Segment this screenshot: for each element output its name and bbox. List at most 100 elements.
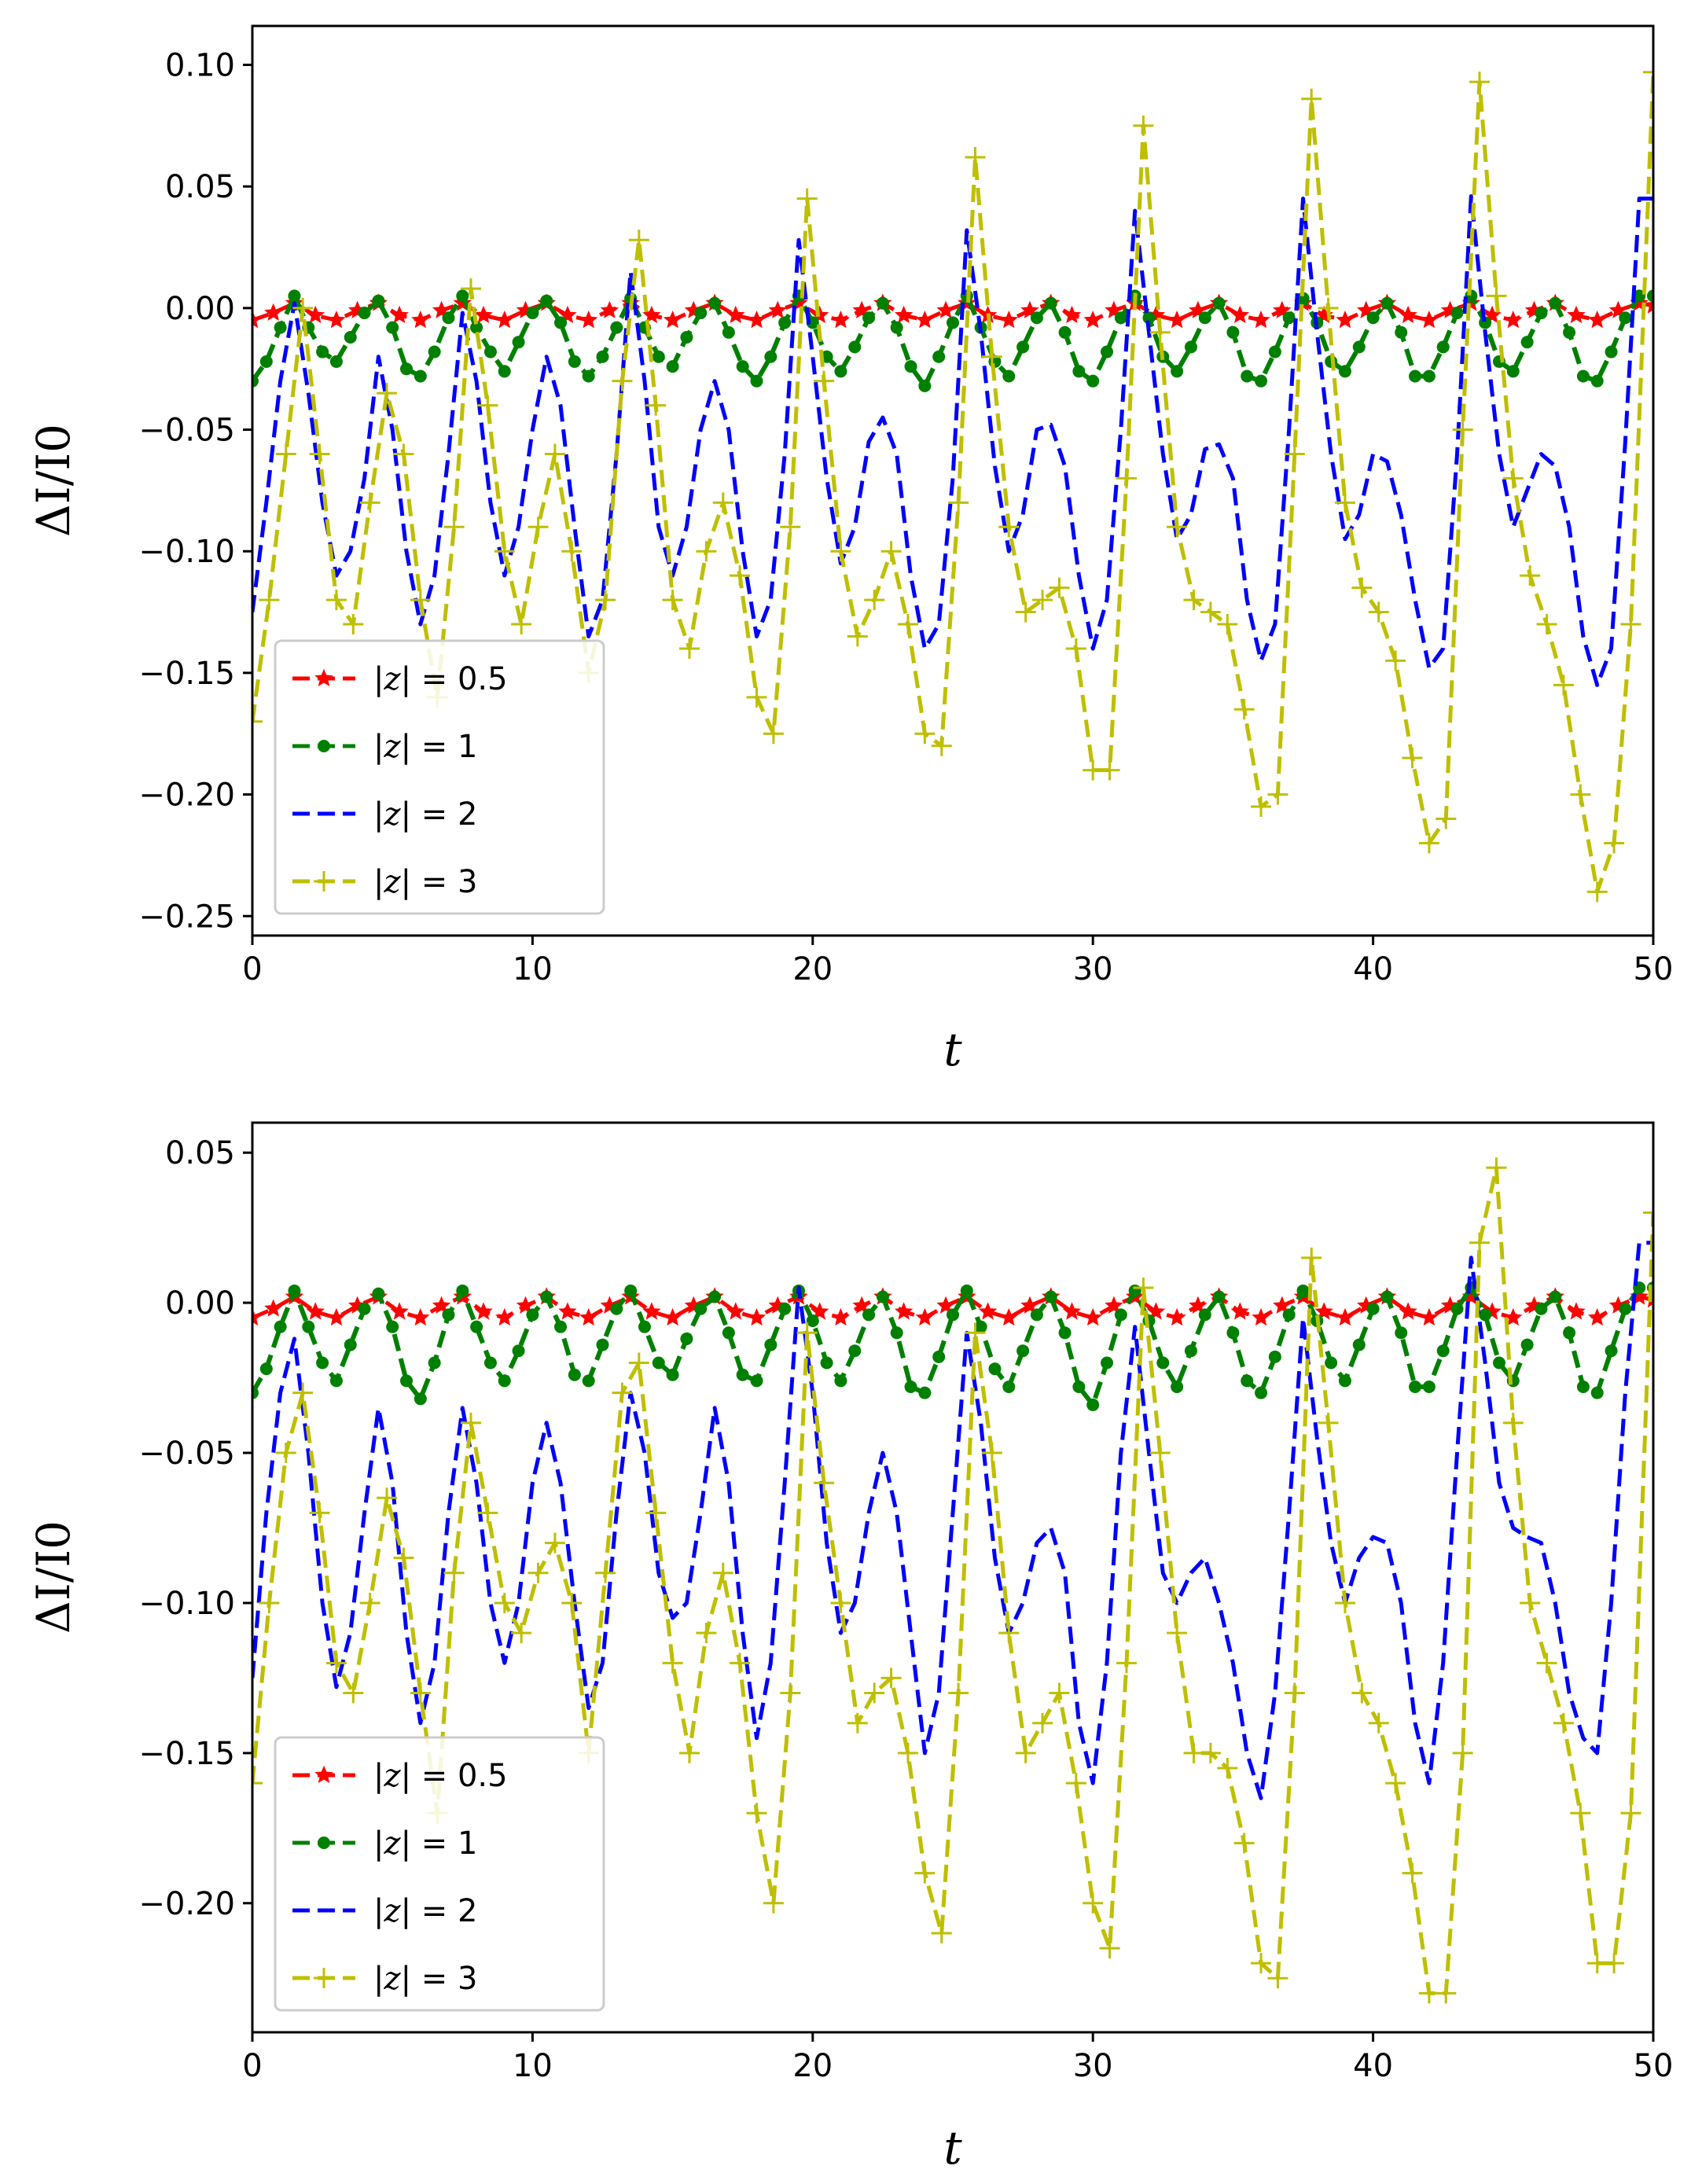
bottom-data-point [1251,1953,1272,1974]
bottom-data-point [1133,1278,1154,1299]
top-y-tick-label: 0.05 [165,169,235,205]
bottom-plot-frame [251,1121,1655,2034]
top-data-point [904,360,917,373]
bottom-data-point [806,1314,819,1328]
top-data-point [1506,365,1520,378]
bottom-data-point [432,1296,451,1314]
bottom-data-point [1200,1742,1221,1763]
top-data-point [410,590,431,611]
bottom-x-tick-label: 50 [1634,2048,1674,2084]
top-data-point [796,188,818,209]
bottom-data-point [512,1344,525,1358]
bottom-data-point [1230,1302,1250,1320]
bottom-data-point [511,1623,532,1644]
top-data-point [1284,443,1305,465]
top-legend-label: |z| = 1 [373,729,477,765]
bottom-x-tick-label: 10 [513,2048,553,2084]
bottom-data-point [834,1374,847,1388]
top-data-point [897,614,918,635]
bottom-data-point [645,1502,667,1524]
top-data-point [390,305,409,324]
bottom-data-point [410,1682,431,1704]
top-y-tick-label: −0.20 [138,778,235,814]
top-data-point [1114,311,1127,325]
bottom-data-point [1325,1356,1338,1370]
top-data-point [1032,590,1053,611]
top-data-point [1605,345,1618,358]
bottom-legend: |z| = 0.5 |z| = 1 |z| = 2 |z| = 3 [274,1736,605,2012]
top-plot-frame [251,24,1655,937]
top-data-point [936,300,955,318]
bottom-data-point [1576,1381,1590,1394]
top-data-point [443,517,465,538]
bottom-data-point [1334,1592,1355,1613]
top-data-point [474,305,493,324]
bottom-data-point [400,1374,414,1388]
top-data-point [1502,468,1524,489]
bottom-data-point [847,1712,868,1734]
top-data-point [1549,296,1562,310]
bottom-data-point [456,1284,469,1297]
bottom-data-point [780,1682,801,1704]
bottom-y-axis-label: ΔI/I0 [27,1520,80,1634]
top-data-point [442,311,455,325]
top-data-point [722,325,735,339]
bottom-data-point [343,1682,364,1704]
top-data-point [1212,296,1226,310]
top-data-point [568,355,581,368]
bottom-data-point [610,1302,623,1315]
top-data-point [1563,325,1576,339]
bottom-data-point [1189,1296,1208,1314]
bottom-series-2 [252,1241,1653,1800]
top-data-point [428,345,441,358]
top-data-point [876,296,889,310]
top-data-point [642,305,661,324]
top-data-point [1483,305,1502,324]
bottom-data-point [1072,1381,1086,1394]
bottom-data-point [852,1296,871,1314]
bottom-data-point [1502,1412,1524,1433]
top-data-point [1167,517,1188,538]
bottom-data-point [1083,1307,1102,1326]
bottom-data-point [1101,1356,1114,1370]
top-y-tick-label: −0.05 [138,413,235,449]
top-data-point [1520,336,1534,349]
bottom-data-point [678,1742,700,1763]
top-data-point [965,147,986,168]
top-data-point [1183,590,1204,611]
top-legend-box [274,639,605,915]
top-data-point [918,379,932,392]
top-data-point [372,294,385,307]
bottom-y-tick-label: 0.00 [165,1285,235,1322]
bottom-y-tick-label: 0.05 [165,1135,235,1171]
top-data-point [1567,305,1586,324]
top-data-point [540,294,553,307]
bottom-data-point [864,1682,885,1704]
bottom-data-point [814,1473,835,1494]
top-data-point [329,355,343,368]
bottom-data-point [1520,1338,1534,1351]
top-data-point [579,310,598,329]
bottom-data-point [372,1287,385,1300]
bottom-data-point [414,1392,427,1406]
bottom-data-point [1233,1833,1255,1854]
top-data-point [359,492,380,513]
bottom-data-point [904,1381,917,1394]
bottom-data-point [344,1338,357,1351]
top-data-point [561,541,583,562]
top-data-point [1435,808,1457,829]
bottom-data-point [1226,1326,1240,1340]
top-data-point [612,370,633,392]
top-data-point [1198,311,1211,325]
top-data-point [1553,675,1574,696]
bottom-data-point [477,1502,498,1524]
bottom-data-point [528,1562,549,1583]
bottom-data-point [316,1356,329,1370]
top-data-point [1252,310,1270,329]
bottom-data-point [1504,1307,1523,1326]
top-data-point [306,305,325,324]
top-data-point [1241,370,1254,383]
bottom-x-axis-label: t [943,2121,962,2175]
bottom-plot-lines [252,1157,1653,2004]
